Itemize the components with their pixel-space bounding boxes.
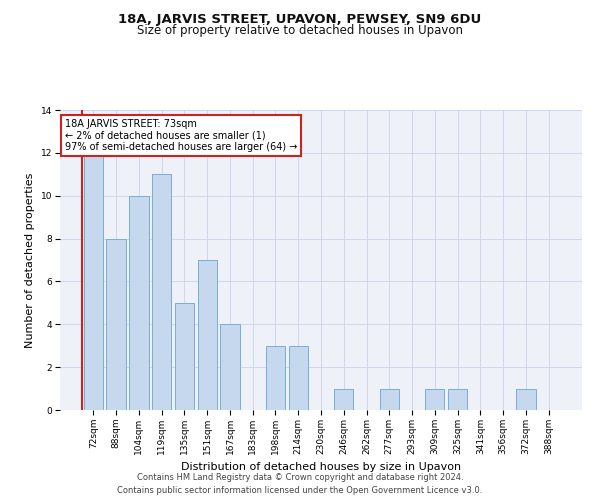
- Bar: [84, 153, 103, 410]
- Text: Contains HM Land Registry data © Crown copyright and database right 2024.: Contains HM Land Registry data © Crown c…: [137, 474, 463, 482]
- Bar: [197, 260, 217, 410]
- Text: 18A JARVIS STREET: 73sqm
← 2% of detached houses are smaller (1)
97% of semi-det: 18A JARVIS STREET: 73sqm ← 2% of detache…: [65, 119, 298, 152]
- Bar: [380, 388, 399, 410]
- Bar: [516, 388, 536, 410]
- Text: Size of property relative to detached houses in Upavon: Size of property relative to detached ho…: [137, 24, 463, 37]
- Bar: [448, 388, 467, 410]
- Bar: [425, 388, 445, 410]
- Bar: [220, 324, 239, 410]
- Bar: [266, 346, 285, 410]
- Bar: [175, 303, 194, 410]
- Bar: [334, 388, 353, 410]
- Bar: [106, 238, 126, 410]
- Bar: [129, 196, 149, 410]
- X-axis label: Distribution of detached houses by size in Upavon: Distribution of detached houses by size …: [181, 462, 461, 472]
- Text: Contains public sector information licensed under the Open Government Licence v3: Contains public sector information licen…: [118, 486, 482, 495]
- Text: 18A, JARVIS STREET, UPAVON, PEWSEY, SN9 6DU: 18A, JARVIS STREET, UPAVON, PEWSEY, SN9 …: [118, 12, 482, 26]
- Bar: [152, 174, 172, 410]
- Y-axis label: Number of detached properties: Number of detached properties: [25, 172, 35, 348]
- Bar: [289, 346, 308, 410]
